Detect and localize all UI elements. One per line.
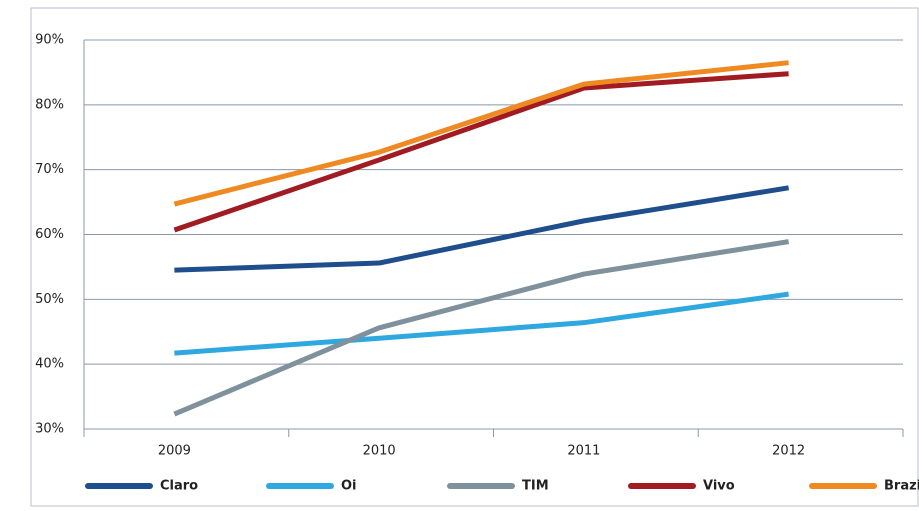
y-tick-label: 90% bbox=[35, 33, 64, 48]
y-tick-label: 70% bbox=[35, 162, 64, 177]
series-line bbox=[173, 60, 789, 207]
y-tick-label: 40% bbox=[35, 357, 64, 372]
legend-label: TIM bbox=[522, 479, 549, 494]
y-tick-label: 80% bbox=[35, 97, 64, 112]
y-tick-label: 60% bbox=[35, 227, 64, 242]
series-line bbox=[173, 239, 790, 417]
y-tick-label: 30% bbox=[35, 422, 64, 437]
x-tick-label: 2011 bbox=[567, 444, 600, 459]
x-tick-label: 2012 bbox=[772, 444, 805, 459]
series-line bbox=[174, 185, 790, 273]
series-line bbox=[174, 291, 789, 356]
chart-frame bbox=[30, 7, 919, 507]
series-line bbox=[173, 71, 789, 233]
x-tick-label: 2010 bbox=[363, 444, 396, 459]
x-tick-label: 2009 bbox=[158, 444, 191, 459]
legend-label: Oi bbox=[341, 479, 357, 494]
legend-label: Vivo bbox=[703, 479, 735, 494]
legend-label: Claro bbox=[160, 479, 198, 494]
y-tick-label: 50% bbox=[35, 292, 64, 307]
legend-label: Brazil bbox=[884, 479, 919, 494]
